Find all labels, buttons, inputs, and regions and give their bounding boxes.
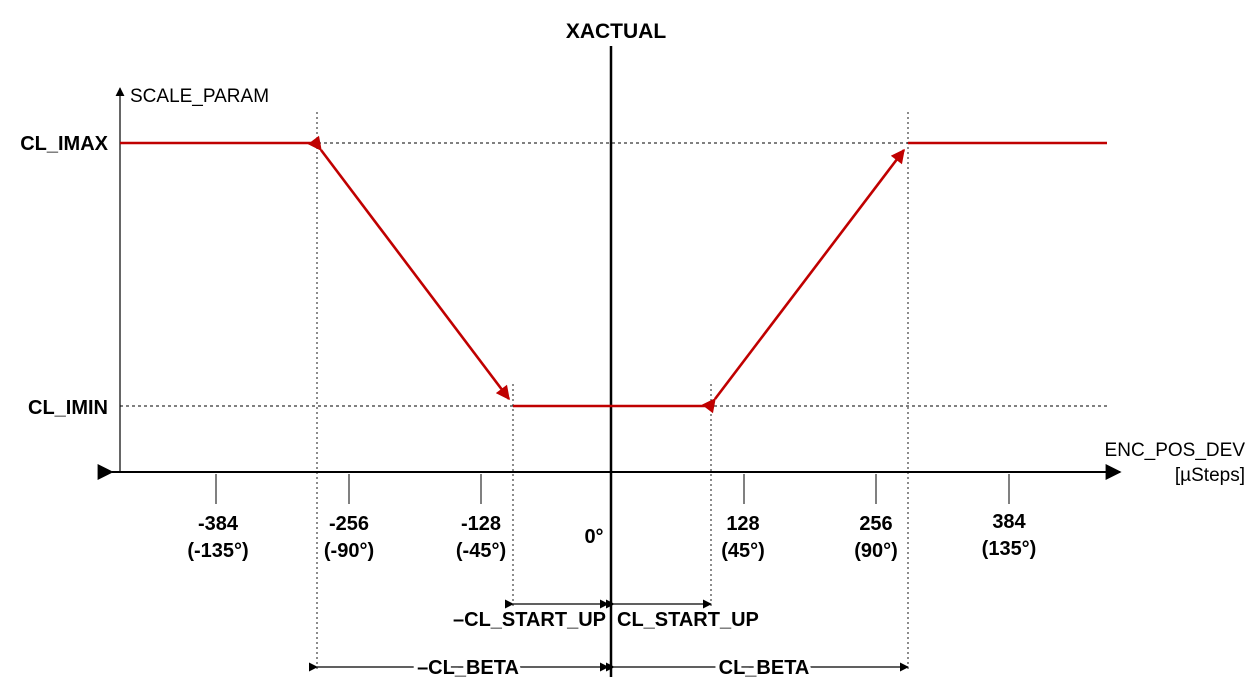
tick-label: 384 xyxy=(992,511,1026,533)
right-ramp-arrow xyxy=(701,148,906,414)
tick-label-zero: 0° xyxy=(584,526,603,548)
tick-angle-label: (135°) xyxy=(982,538,1037,560)
tick-angle-label: (-45°) xyxy=(456,540,506,562)
x-axis-ticks xyxy=(215,474,1010,504)
x-axis-unit: [µSteps] xyxy=(1175,465,1245,486)
tick-label: -256 xyxy=(329,513,369,535)
y-axis-label: SCALE_PARAM xyxy=(130,86,269,107)
left-ramp-arrow xyxy=(307,135,511,401)
pos-startup-label: CL_START_UP xyxy=(617,609,759,631)
tick-label: 256 xyxy=(859,513,892,535)
neg-startup-label: –CL_START_UP xyxy=(453,609,606,631)
neg-beta-label: –CL_BETA xyxy=(417,657,519,679)
tick-angle-label: (-135°) xyxy=(187,540,248,562)
cl-imax-label: CL_IMAX xyxy=(20,133,108,155)
tick-angle-label: (45°) xyxy=(721,540,765,562)
cl-imin-label: CL_IMIN xyxy=(28,397,108,419)
tick-angle-label: (-90°) xyxy=(324,540,374,562)
tick-label: -128 xyxy=(461,513,501,535)
xactual-label: XACTUAL xyxy=(566,20,666,43)
tick-angle-label: (90°) xyxy=(854,540,898,562)
scale-curve xyxy=(120,141,1107,408)
tick-label: -384 xyxy=(198,513,239,535)
x-axis-label: ENC_POS_DEV xyxy=(1105,440,1246,461)
tick-label: 128 xyxy=(726,513,759,535)
tick-labels: -384 (-135°) -256 (-90°) -128 (-45°) 0° … xyxy=(187,511,1036,562)
pos-beta-label: CL_BETA xyxy=(719,657,810,679)
